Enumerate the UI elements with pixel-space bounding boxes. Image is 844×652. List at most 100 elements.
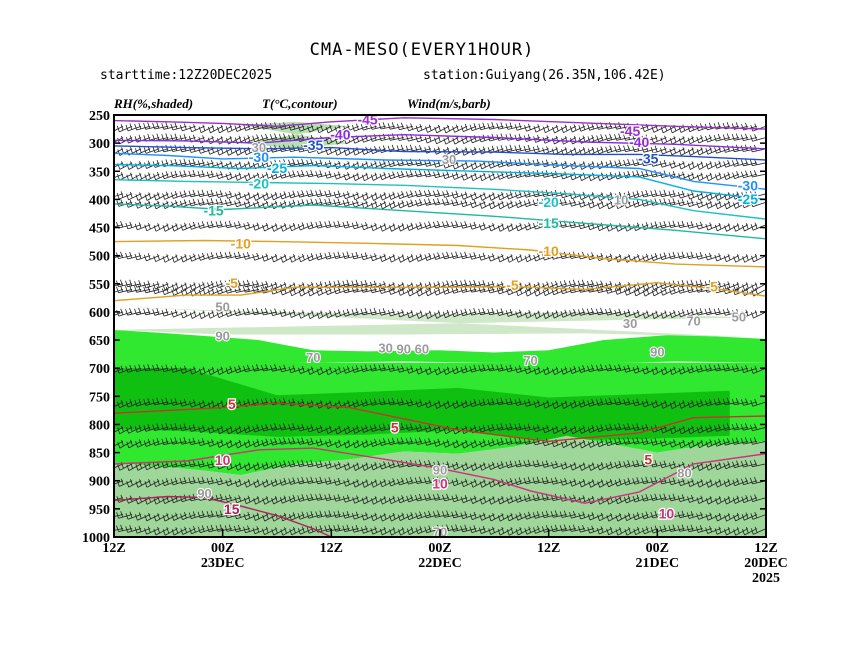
wind-barb — [724, 526, 740, 536]
wind-barb — [114, 126, 115, 127]
wind-barb — [298, 310, 314, 319]
wind-barb — [524, 287, 540, 297]
wind-barb — [722, 133, 739, 141]
wind-barb — [244, 479, 260, 488]
wind-barb — [215, 198, 232, 206]
wind-barb — [479, 512, 495, 521]
wind-barb — [225, 461, 241, 471]
wind-barb — [244, 462, 260, 471]
wind-barb — [722, 364, 739, 372]
wind-barb — [424, 135, 441, 144]
wind-barb — [488, 192, 504, 201]
wind-barb — [352, 425, 368, 434]
wind-barb — [714, 222, 730, 232]
wind-barb — [371, 192, 386, 201]
wind-barb — [261, 253, 278, 262]
wind-barb — [143, 364, 160, 372]
wind-barb — [208, 124, 223, 134]
wind-barb — [251, 285, 269, 293]
wind-barb — [432, 493, 450, 501]
wind-barb — [533, 399, 549, 408]
wind-barb — [677, 286, 694, 294]
wind-barb — [361, 462, 377, 471]
wind-barb — [396, 423, 413, 431]
wind-barb — [660, 310, 676, 319]
wind-barb — [307, 287, 323, 297]
wind-barb — [606, 200, 622, 210]
wind-barb — [188, 158, 205, 167]
wind-barb — [669, 136, 685, 145]
wind-barb — [642, 366, 658, 375]
wind-barb — [424, 399, 441, 409]
wind-barb — [270, 423, 287, 431]
wind-barb — [433, 510, 450, 518]
wind-barb — [724, 513, 740, 522]
wind-barb — [297, 437, 314, 445]
wind-barb — [605, 397, 622, 406]
wind-barb — [605, 423, 622, 432]
wind-barb — [189, 366, 205, 375]
temp-label: -5 — [506, 277, 519, 293]
wind-barb — [217, 425, 232, 435]
x-tick-label: 00Z — [646, 541, 669, 556]
wind-barb — [298, 365, 314, 375]
wind-barb — [433, 170, 450, 179]
wind-barb — [479, 200, 495, 209]
wind-barb — [650, 189, 667, 197]
wind-barb — [433, 189, 450, 198]
wind-barb — [416, 310, 432, 319]
wind-barb — [161, 423, 178, 431]
wind-barb — [126, 479, 142, 488]
wind-barb — [623, 144, 640, 152]
wind-barb — [659, 524, 676, 533]
wind-barb — [506, 200, 522, 209]
wind-barb — [161, 437, 178, 446]
wind-barb — [632, 423, 649, 431]
wind-barb — [506, 223, 522, 232]
wind-barb — [442, 190, 459, 198]
wind-barb — [497, 223, 513, 232]
wind-barb — [134, 285, 151, 293]
wind-barb — [415, 493, 432, 502]
rh-label: 50 — [215, 299, 229, 314]
temp-label: -30 — [249, 149, 269, 165]
wind-barb — [114, 480, 124, 485]
wind-barb — [306, 437, 323, 446]
wind-barb — [442, 160, 459, 169]
wind-barb — [114, 528, 124, 531]
wind-barb — [289, 222, 305, 232]
wind-barb — [114, 173, 124, 179]
wind-barb — [542, 124, 558, 134]
x-tick-date: 23DEC — [201, 556, 245, 571]
wind-barb — [134, 398, 151, 407]
wind-barb — [262, 479, 278, 488]
wind-barb — [569, 478, 586, 487]
wind-barb — [253, 462, 269, 471]
wind-barb — [144, 222, 160, 232]
wind-barb — [713, 307, 730, 316]
wind-barb — [541, 198, 558, 206]
wind-barb — [179, 170, 196, 178]
wind-barb — [741, 477, 758, 486]
wind-barb — [398, 223, 414, 232]
wind-barb — [179, 476, 196, 485]
wind-barb — [714, 172, 730, 181]
wind-barb — [632, 437, 649, 445]
wind-barb — [715, 512, 730, 522]
wind-barb — [505, 364, 522, 373]
wind-barb — [226, 135, 241, 145]
wind-barb — [288, 459, 305, 468]
wind-barb — [153, 478, 169, 488]
wind-barb — [669, 160, 685, 169]
wind-barb — [370, 200, 386, 210]
wind-barb — [470, 191, 486, 201]
wind-barb — [226, 425, 241, 435]
wind-barb — [669, 366, 685, 376]
wind-barb — [270, 133, 287, 141]
wind-barb — [460, 308, 477, 317]
wind-barb — [543, 310, 558, 319]
wind-barb — [279, 170, 296, 179]
wind-barb — [678, 439, 694, 449]
wind-barb — [452, 161, 468, 170]
wind-barb — [379, 526, 395, 536]
